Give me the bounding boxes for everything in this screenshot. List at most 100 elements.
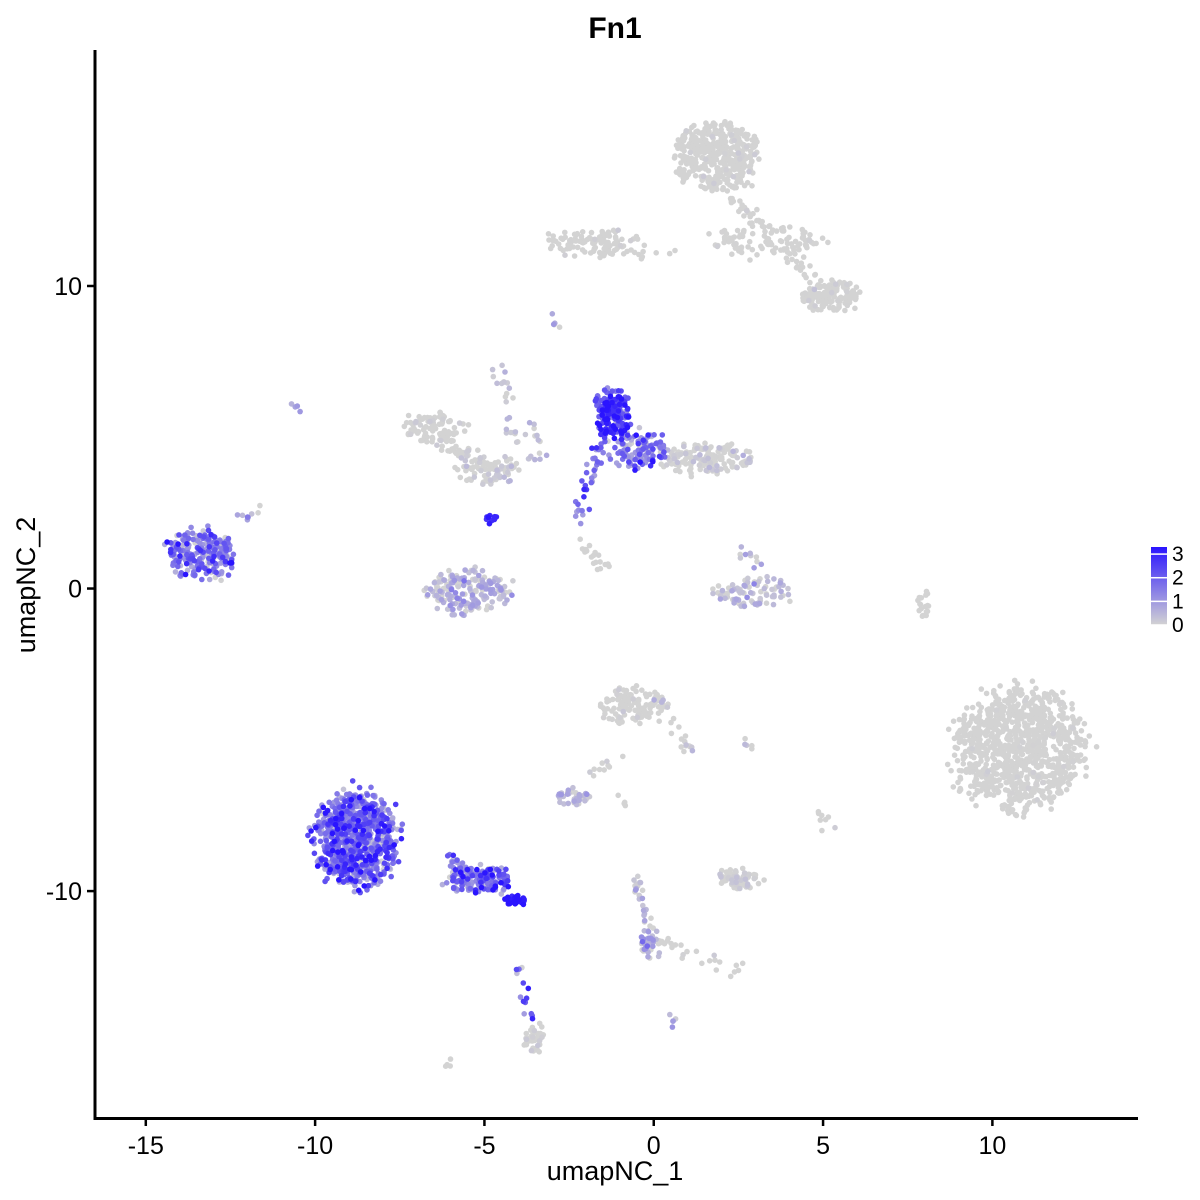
cell-point: [610, 227, 617, 234]
cell-point: [719, 229, 725, 235]
cell-point: [341, 825, 348, 831]
cell-point: [676, 724, 682, 730]
cell-point: [663, 462, 670, 468]
cell-point: [828, 289, 835, 296]
cell-point: [550, 321, 557, 328]
cell-point: [1081, 720, 1088, 727]
cell-point: [994, 771, 1000, 777]
cell-point: [600, 449, 606, 456]
cell-point: [700, 130, 707, 137]
cell-point: [809, 293, 816, 300]
colorbar: [1151, 547, 1167, 625]
cell-point: [431, 423, 438, 429]
cell-point: [446, 567, 452, 574]
cell-point: [469, 592, 476, 598]
cell-point: [812, 271, 819, 278]
cell-point: [602, 561, 608, 568]
cell-point: [482, 593, 488, 599]
cell-point: [471, 474, 478, 480]
cell-point: [751, 133, 758, 140]
cell-point: [346, 823, 353, 829]
cell-point: [438, 596, 445, 603]
cell-point: [917, 601, 923, 607]
cell-point: [487, 587, 494, 593]
cell-point: [588, 229, 595, 236]
cell-point: [761, 585, 768, 592]
cell-point: [1060, 710, 1066, 716]
cell-point: [693, 129, 699, 135]
cell-point: [957, 776, 964, 782]
cell-point: [713, 967, 720, 973]
cell-point: [584, 461, 590, 468]
cell-point: [1003, 725, 1010, 732]
cell-point: [323, 837, 330, 844]
cell-point: [467, 885, 474, 892]
cell-point: [763, 592, 770, 598]
cell-point: [722, 150, 728, 157]
cell-point: [1023, 767, 1030, 773]
cell-point: [691, 122, 697, 129]
cell-point: [812, 303, 818, 309]
cell-point: [672, 467, 679, 474]
cell-point: [374, 836, 380, 842]
cell-point: [335, 849, 341, 855]
cell-point: [764, 578, 771, 585]
cell-point: [650, 446, 656, 452]
cell-point: [1058, 753, 1064, 759]
cell-point: [1056, 776, 1062, 783]
cell-point: [526, 419, 533, 426]
cell-point: [746, 168, 752, 175]
cell-point: [718, 454, 725, 461]
cell-point: [384, 815, 390, 822]
cell-point: [477, 455, 484, 461]
cell-point: [199, 561, 205, 567]
cell-point: [945, 726, 952, 733]
cell-point: [962, 726, 968, 733]
cell-point: [512, 429, 519, 435]
cell-point: [771, 576, 777, 582]
cell-point: [800, 254, 807, 260]
cell-point: [579, 507, 585, 514]
cell-point: [993, 700, 999, 707]
cell-point: [1005, 710, 1012, 716]
cell-point: [418, 437, 424, 444]
cell-point: [352, 878, 359, 885]
cell-point: [620, 708, 626, 715]
cell-point: [355, 834, 362, 841]
cell-point: [672, 942, 679, 948]
cell-point: [364, 792, 371, 798]
cell-point: [961, 716, 967, 723]
cell-point: [702, 185, 709, 192]
cell-point: [398, 827, 405, 834]
cell-point: [348, 876, 354, 882]
cell-point: [424, 439, 430, 445]
cell-point: [368, 845, 375, 851]
cell-point: [718, 874, 724, 880]
cell-point: [1015, 738, 1021, 744]
cell-point: [381, 823, 388, 829]
cell-point: [342, 868, 348, 875]
cell-point: [443, 880, 450, 886]
cell-point: [571, 798, 577, 804]
cell-point: [721, 461, 727, 467]
cell-point: [1002, 721, 1008, 728]
cell-point: [647, 923, 653, 929]
cell-point: [984, 747, 990, 754]
cell-point: [639, 687, 645, 693]
cell-point: [1081, 757, 1087, 764]
cell-point: [751, 875, 757, 882]
cell-point: [670, 1018, 676, 1024]
cell-point: [706, 958, 713, 964]
cell-point: [604, 758, 610, 765]
cell-point: [667, 1011, 673, 1018]
cell-point: [693, 948, 700, 955]
cell-point: [749, 183, 755, 189]
cell-point: [639, 895, 646, 902]
cell-point: [496, 872, 502, 878]
cell-point: [737, 156, 743, 162]
cell-point: [674, 459, 681, 466]
cell-point: [1071, 752, 1077, 758]
cell-point: [598, 444, 604, 451]
cell-point: [993, 707, 1000, 713]
cell-point: [977, 728, 983, 734]
